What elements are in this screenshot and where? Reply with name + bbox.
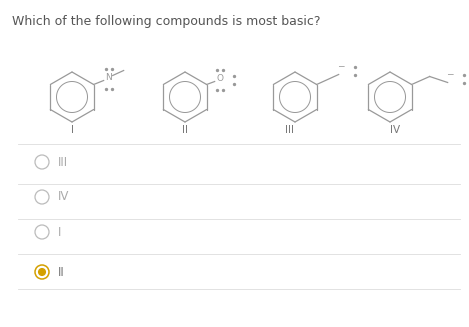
- Circle shape: [38, 269, 45, 275]
- Text: −: −: [337, 61, 344, 70]
- Text: O: O: [216, 74, 223, 83]
- Text: −: −: [446, 69, 454, 78]
- Text: III: III: [286, 125, 295, 135]
- Text: II: II: [182, 125, 188, 135]
- Text: IV: IV: [58, 191, 69, 203]
- Text: I: I: [70, 125, 74, 135]
- Text: IV: IV: [390, 125, 400, 135]
- Text: III: III: [58, 156, 68, 168]
- Text: Which of the following compounds is most basic?: Which of the following compounds is most…: [12, 15, 320, 28]
- Text: N: N: [105, 73, 112, 82]
- Text: II: II: [58, 266, 65, 279]
- Text: I: I: [58, 226, 61, 238]
